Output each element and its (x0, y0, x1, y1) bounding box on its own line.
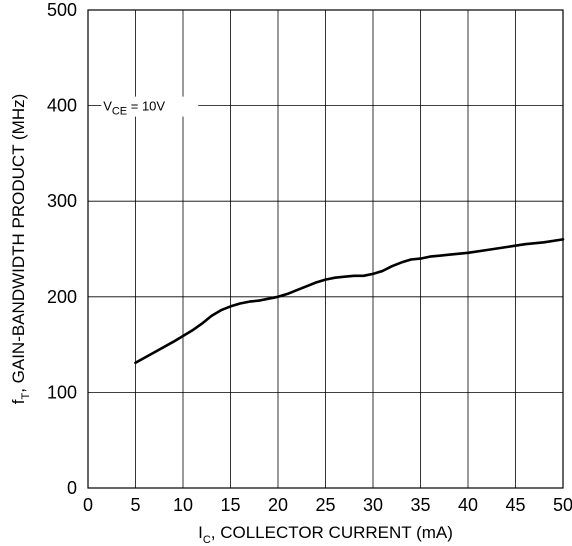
annotation-group: VCE = 10V (101, 96, 199, 118)
y-tick-label: 0 (67, 478, 77, 498)
y-tick-label: 100 (47, 382, 77, 402)
y-tick-label: 400 (47, 96, 77, 116)
plot-frame (87, 9, 564, 489)
y-tick-labels: 0 100 200 300 400 500 (47, 0, 77, 498)
annotation-subscript: CE (112, 106, 127, 118)
x-axis-label: IC, COLLECTOR CURRENT (mA) (198, 523, 453, 546)
grid (88, 10, 563, 488)
x-axis-label-rest: , COLLECTOR CURRENT (mA) (211, 523, 453, 542)
annotation-main: V (103, 99, 112, 114)
x-tick-label: 50 (553, 495, 572, 515)
annotation-rest: = 10V (127, 99, 165, 114)
x-axis-label-main: I (198, 523, 203, 542)
x-tick-label: 20 (268, 495, 288, 515)
x-tick-label: 30 (363, 495, 383, 515)
x-tick-label: 10 (173, 495, 193, 515)
x-tick-label: 15 (220, 495, 240, 515)
series-line (134, 238, 565, 365)
annotation-background (101, 96, 199, 117)
x-axis-label-subscript: C (203, 534, 211, 546)
y-axis-label-rest: , GAIN-BANDWIDTH PRODUCT (MHz) (9, 94, 28, 393)
x-tick-label: 45 (505, 495, 525, 515)
x-tick-label: 40 (458, 495, 478, 515)
x-tick-label: 0 (83, 495, 93, 515)
vce-annotation: VCE = 10V (103, 99, 165, 118)
x-tick-label: 5 (130, 495, 140, 515)
y-tick-label: 500 (47, 0, 77, 20)
x-tick-label: 25 (315, 495, 335, 515)
x-tick-labels: 0 5 10 15 20 25 30 35 40 45 50 (83, 495, 572, 515)
x-tick-label: 35 (410, 495, 430, 515)
y-axis-label: fT, GAIN-BANDWIDTH PRODUCT (MHz) (9, 94, 32, 405)
y-tick-label: 300 (47, 191, 77, 211)
y-axis-label-subscript: T (20, 393, 32, 400)
y-tick-label: 200 (47, 287, 77, 307)
y-axis-label-main: f (9, 399, 28, 404)
